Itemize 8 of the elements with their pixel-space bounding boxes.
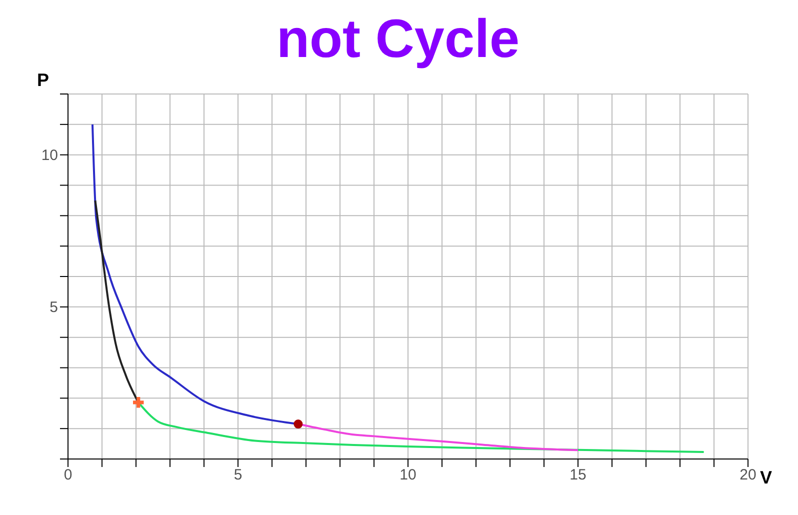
x-tick-label: 10 — [400, 466, 416, 484]
x-axis-title: V — [760, 467, 772, 488]
x-tick-label: 5 — [234, 466, 242, 484]
chart-title: not Cycle — [275, 8, 521, 70]
x-tick-label: 20 — [740, 466, 756, 484]
x-tick-label: 15 — [570, 466, 586, 484]
x-tick-label: 0 — [64, 466, 72, 484]
y-axis-title: P — [36, 70, 50, 90]
